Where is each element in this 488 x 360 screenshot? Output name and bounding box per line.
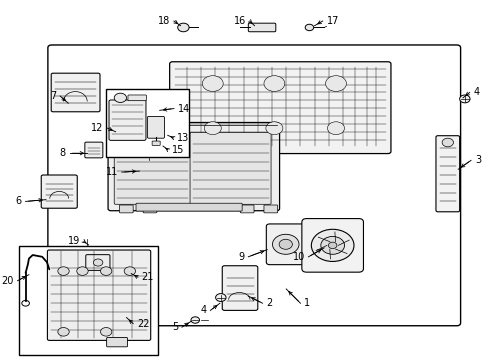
FancyBboxPatch shape bbox=[266, 224, 305, 265]
Circle shape bbox=[100, 267, 112, 275]
Circle shape bbox=[441, 138, 452, 147]
FancyBboxPatch shape bbox=[190, 132, 270, 204]
FancyBboxPatch shape bbox=[301, 219, 363, 272]
Text: 9: 9 bbox=[238, 252, 244, 262]
Circle shape bbox=[114, 93, 126, 103]
Text: 22: 22 bbox=[137, 319, 149, 329]
Text: 21: 21 bbox=[142, 272, 154, 282]
Circle shape bbox=[58, 328, 69, 336]
FancyBboxPatch shape bbox=[114, 132, 190, 204]
FancyBboxPatch shape bbox=[248, 23, 275, 32]
FancyBboxPatch shape bbox=[136, 203, 242, 211]
Text: 17: 17 bbox=[326, 16, 338, 26]
FancyBboxPatch shape bbox=[108, 122, 279, 211]
Circle shape bbox=[311, 229, 353, 261]
Circle shape bbox=[327, 122, 344, 135]
Text: 8: 8 bbox=[60, 148, 66, 158]
FancyBboxPatch shape bbox=[240, 205, 253, 213]
Circle shape bbox=[459, 95, 469, 103]
FancyBboxPatch shape bbox=[85, 255, 110, 270]
Text: 19: 19 bbox=[68, 237, 80, 247]
Text: 15: 15 bbox=[171, 145, 183, 155]
Circle shape bbox=[93, 259, 102, 266]
Circle shape bbox=[215, 294, 225, 301]
Circle shape bbox=[264, 76, 284, 91]
Circle shape bbox=[100, 328, 112, 336]
FancyBboxPatch shape bbox=[47, 250, 150, 341]
Circle shape bbox=[325, 76, 346, 91]
Text: 20: 20 bbox=[1, 276, 14, 286]
Text: 1: 1 bbox=[304, 298, 310, 308]
FancyBboxPatch shape bbox=[84, 142, 102, 158]
FancyBboxPatch shape bbox=[109, 100, 146, 140]
Text: 4: 4 bbox=[472, 87, 479, 98]
Text: 3: 3 bbox=[474, 156, 480, 165]
Circle shape bbox=[320, 237, 344, 254]
FancyBboxPatch shape bbox=[51, 73, 100, 112]
Text: 7: 7 bbox=[50, 91, 56, 101]
FancyBboxPatch shape bbox=[222, 266, 257, 310]
Text: 11: 11 bbox=[105, 167, 118, 177]
FancyBboxPatch shape bbox=[152, 141, 160, 145]
Circle shape bbox=[77, 267, 88, 275]
Circle shape bbox=[305, 24, 313, 31]
Text: 16: 16 bbox=[233, 16, 245, 26]
Text: 10: 10 bbox=[292, 252, 304, 262]
Circle shape bbox=[202, 76, 223, 91]
FancyBboxPatch shape bbox=[264, 205, 277, 213]
FancyBboxPatch shape bbox=[128, 95, 146, 101]
Circle shape bbox=[265, 122, 283, 135]
Text: 6: 6 bbox=[16, 197, 22, 206]
Text: 12: 12 bbox=[91, 123, 103, 133]
FancyBboxPatch shape bbox=[435, 136, 459, 212]
Circle shape bbox=[58, 267, 69, 275]
Text: 14: 14 bbox=[177, 104, 189, 113]
FancyBboxPatch shape bbox=[106, 338, 127, 347]
Text: 4: 4 bbox=[200, 305, 206, 315]
FancyBboxPatch shape bbox=[41, 175, 77, 208]
Bar bbox=[19, 246, 158, 355]
Text: 18: 18 bbox=[158, 16, 170, 26]
Text: 2: 2 bbox=[266, 298, 272, 308]
Circle shape bbox=[204, 122, 221, 135]
FancyBboxPatch shape bbox=[119, 205, 133, 213]
FancyBboxPatch shape bbox=[169, 62, 390, 154]
Circle shape bbox=[177, 23, 189, 32]
Circle shape bbox=[279, 239, 292, 249]
FancyBboxPatch shape bbox=[48, 45, 460, 326]
FancyBboxPatch shape bbox=[147, 116, 164, 138]
FancyBboxPatch shape bbox=[143, 205, 157, 213]
Circle shape bbox=[328, 242, 336, 249]
Text: 5: 5 bbox=[172, 322, 178, 332]
Bar bbox=[106, 89, 189, 157]
Circle shape bbox=[124, 267, 135, 275]
Circle shape bbox=[191, 317, 199, 323]
Circle shape bbox=[272, 234, 298, 254]
Text: 13: 13 bbox=[177, 133, 189, 143]
